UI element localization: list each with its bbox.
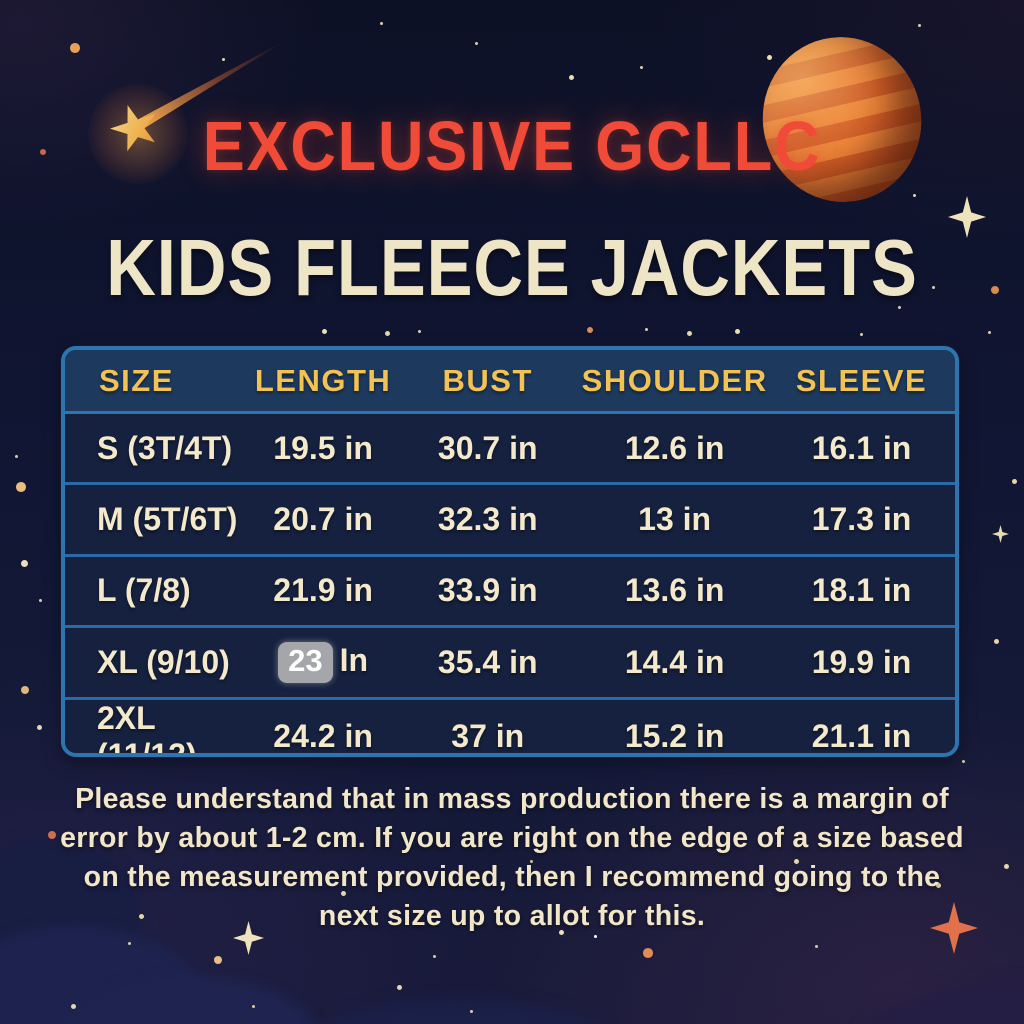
highlighted-value-badge: 23: [278, 641, 333, 683]
footnote-text: Please understand that in mass productio…: [60, 783, 964, 933]
table-row: L (7/8) 21.9 in 33.9 in 13.6 in 18.1 in: [65, 553, 955, 626]
table-body: S (3T/4T) 19.5 in 30.7 in 12.6 in 16.1 in M (…: [65, 414, 955, 757]
cloud-shape: [860, 985, 1024, 1024]
table-header-row: SIZE LENGTH BUST SHOULDER SLEEVE: [65, 350, 955, 414]
cell-sleeve: 18.1 in: [811, 572, 912, 609]
cell-size: 2XL (11/12): [97, 699, 197, 757]
cell-size: XL (9/10): [97, 643, 230, 680]
cell-bust: 30.7 in: [437, 429, 538, 466]
table-row: S (3T/4T) 19.5 in 30.7 in 12.6 in 16.1 in: [65, 414, 955, 483]
cell-sleeve: 16.1 in: [811, 429, 912, 466]
size-table: SIZE LENGTH BUST SHOULDER SLEEVE S (3T/4T) 19…: [61, 346, 959, 757]
brand-title: EXCLUSIVE GCLLC: [202, 107, 822, 185]
cell-sleeve: 21.1 in: [811, 718, 912, 755]
column-header: SHOULDER: [581, 362, 768, 398]
table-row: M (5T/6T) 20.7 in 32.3 in 13 in 17.3 in: [65, 482, 955, 554]
cell-length: 21.9 in: [273, 572, 373, 609]
sparkle-star-icon: [948, 196, 986, 238]
cell-bust: 32.3 in: [437, 501, 538, 538]
cell-length: 19.5 in: [273, 429, 373, 466]
cell-size: M (5T/6T): [97, 501, 238, 538]
cell-length: 20.7 in: [273, 501, 373, 538]
cell-size: L (7/8): [97, 572, 191, 609]
cell-length: 24.2 in: [273, 718, 373, 755]
cell-sleeve: 19.9 in: [811, 643, 912, 680]
cell-size: S (3T/4T): [97, 429, 233, 466]
table-row: XL (9/10) 23 In 35.4 in 14.4 in 19.9 in: [65, 625, 955, 697]
cell-shoulder: 14.4 in: [624, 643, 725, 680]
cell-shoulder: 12.6 in: [624, 429, 725, 466]
cell-shoulder: 13.6 in: [624, 572, 725, 609]
cell-bust: 35.4 in: [437, 643, 538, 680]
column-header: SLEEVE: [795, 362, 928, 398]
cell-sleeve: 17.3 in: [811, 501, 912, 538]
table-row: 2XL (11/12) 24.2 in 37 in 15.2 in 21.1 in: [65, 696, 955, 757]
cell-bust: 33.9 in: [437, 572, 538, 609]
cloud-shape: [300, 1000, 620, 1024]
cell-shoulder: 15.2 in: [624, 718, 725, 755]
cell-shoulder: 13 in: [638, 501, 712, 538]
cell-length: 23 In: [252, 641, 394, 683]
sparkle-star-icon: [992, 525, 1009, 543]
page-title: KIDS FLEECE JACKETS: [106, 223, 918, 312]
cell-bust: 37 in: [451, 718, 525, 755]
column-header: SIZE: [99, 362, 174, 398]
warm-star-dots: [0, 0, 4, 4]
column-header: BUST: [442, 362, 533, 398]
column-header: LENGTH: [254, 362, 392, 398]
length-unit: In: [339, 641, 369, 678]
